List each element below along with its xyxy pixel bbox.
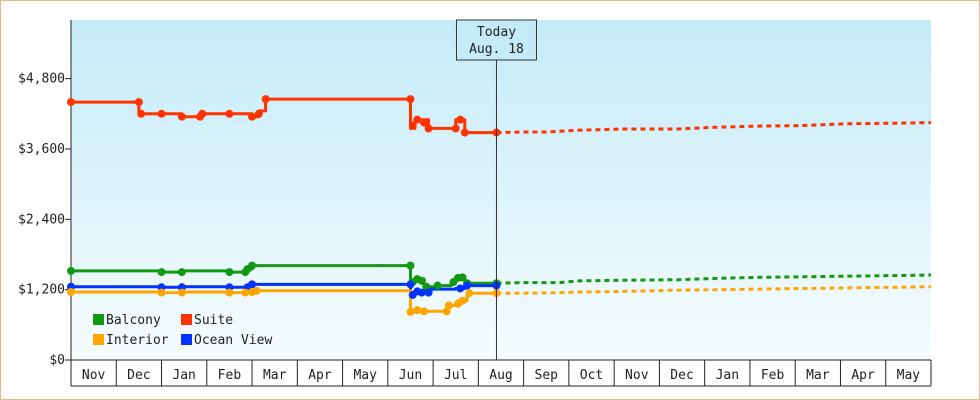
month-label: Feb [761,368,785,383]
suite-point [406,95,415,104]
legend-swatch-ocean-view [181,334,192,345]
interior-point [406,307,415,316]
legend-swatch-interior [93,334,104,345]
month-label: Jul [444,368,467,383]
balcony-point [433,281,442,290]
suite-point [424,124,433,133]
ocean-view-point [406,280,415,289]
suite-point [420,118,429,127]
suite-point [254,109,263,118]
suite-point [134,98,143,107]
interior-forecast-line [496,285,932,295]
month-label: Nov [625,368,649,383]
ocean-view-point [417,288,426,297]
month-label: Mar [263,368,287,383]
today-box [455,19,537,61]
today-date: Aug. 18 [469,42,524,57]
month-label: Aug [489,368,512,383]
month-label: Feb [218,368,242,383]
month-label: Oct [580,368,603,383]
month-label: May [353,368,377,383]
y-tick-label: $1,200 [18,283,65,298]
balcony-forecast-line [496,273,932,285]
suite-point [137,109,146,118]
suite-point [177,112,186,121]
interior-point [413,306,422,315]
month-label: Dec [127,368,150,383]
y-tick-label: $2,400 [18,212,65,227]
balcony-point [248,261,257,270]
month-label: Jan [172,368,195,383]
legend-label-ocean-view: Ocean View [194,333,272,348]
interior-point [157,288,166,297]
month-label: Apr [851,368,875,383]
month-label: Nov [82,368,106,383]
plot-background [71,20,931,360]
balcony-point [67,266,75,275]
legend-label-suite: Suite [194,313,233,328]
interior-point [225,288,234,297]
legend-label-interior: Interior [106,333,169,348]
suite-point [408,121,417,130]
balcony-point [157,268,166,277]
interior-point [458,296,467,305]
suite-point [261,95,270,104]
suite-point [460,128,469,137]
today-label: Today [477,25,516,40]
y-tick-label: $3,600 [18,142,65,157]
suite-point [456,115,465,124]
balcony-point [177,268,186,277]
month-label: Jan [716,368,739,383]
legend-label-balcony: Balcony [106,313,161,328]
suite-point [413,115,422,124]
interior-point [67,288,75,296]
interior-point [252,286,261,295]
month-label: May [897,368,921,383]
month-label: Sep [535,368,559,383]
ocean-view-point [463,281,472,290]
suite-point [248,112,257,121]
balcony-point [225,268,234,277]
balcony-point [458,273,467,282]
legend-swatch-balcony [93,314,104,325]
suite-point [157,109,166,118]
suite-point [67,98,75,107]
ocean-view-point [248,280,257,289]
interior-point [465,289,474,298]
y-tick-label: $0 [49,353,65,368]
month-label: Dec [670,368,693,383]
ocean-view-point [424,288,433,297]
balcony-point [417,276,426,285]
y-tick-label: $4,800 [18,72,65,87]
suite-point [451,124,460,133]
month-label: Jun [399,368,422,383]
interior-point [420,307,429,316]
month-label: Apr [308,368,332,383]
interior-point [444,301,453,310]
interior-point [241,288,250,297]
ocean-view-point [456,284,465,293]
suite-forecast-line [496,121,932,135]
balcony-point [406,261,415,270]
month-label: Mar [806,368,830,383]
legend-swatch-suite [181,314,192,325]
suite-point [225,109,234,118]
suite-point [198,109,207,118]
interior-point [177,288,186,297]
